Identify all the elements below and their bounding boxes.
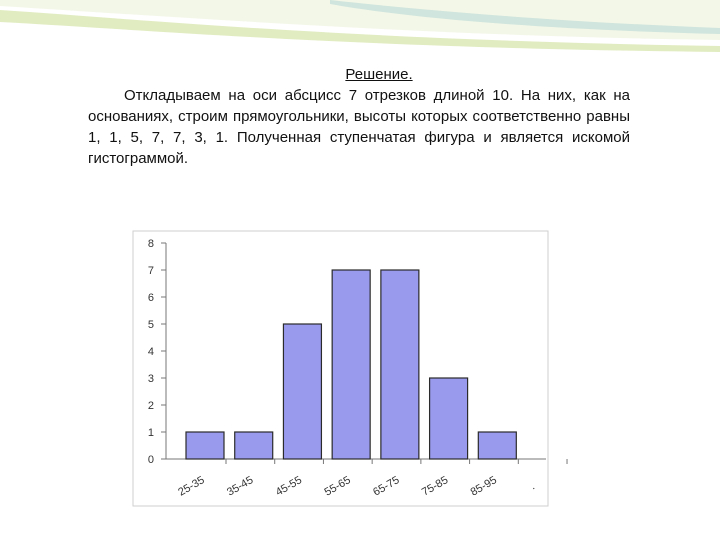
y-tick-label: 2 [148,400,154,412]
x-tick-label: 65-75 [371,474,401,498]
y-tick-label: 1 [148,427,154,439]
x-tick-label: 35-45 [225,474,255,498]
slide-decoration [0,0,720,52]
x-tick-label: . [528,480,537,492]
x-axis-labels: 25-35 35-45 45-55 55-65 65-75 75-85 85-95. [176,459,568,499]
x-tick-label: 75-85 [420,474,450,498]
y-tick-label: 4 [148,346,154,358]
y-tick-label: 6 [148,292,154,304]
bar-55-65 [331,269,371,460]
y-axis-ticks: 0 1 2 3 4 5 6 7 8 [148,238,166,466]
y-tick-label: 8 [148,238,154,250]
bar-45-55 [282,323,323,460]
x-tick-label: 45-55 [274,474,304,498]
chart-bars [185,269,517,460]
solution-paragraph: Откладываем на оси абсцисс 7 отрезков дл… [88,87,630,167]
bar-35-45 [234,431,274,460]
bar-25-35 [185,431,225,460]
bar-85-95 [477,431,517,460]
y-tick-label: 0 [148,454,154,466]
solution-heading: Решение. [345,66,413,83]
y-tick-label: 5 [148,319,154,331]
y-tick-label: 7 [148,265,154,277]
x-tick-label: 85-95 [469,474,499,498]
x-tick-label: 55-65 [322,474,352,498]
x-tick-label: 25-35 [176,474,206,498]
bar-75-85 [428,377,469,460]
y-tick-label: 3 [148,373,154,385]
bar-65-75 [380,269,420,460]
text-block: Решение. Откладываем на оси абсцисс 7 от… [88,64,630,169]
chart-frame [132,230,549,507]
